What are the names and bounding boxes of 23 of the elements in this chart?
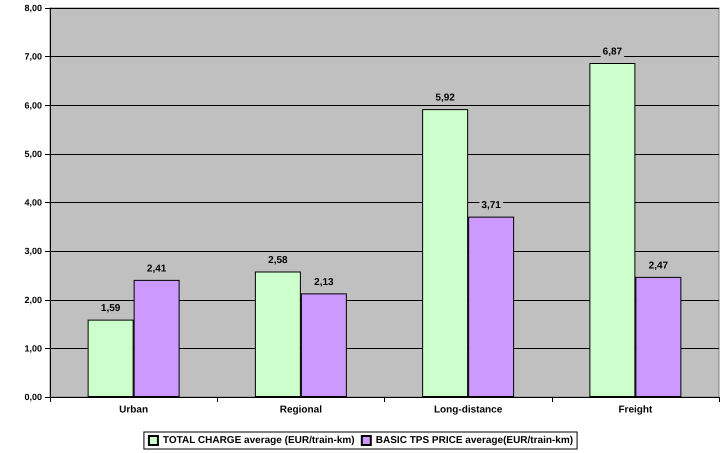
y-tick-label: 4,00 bbox=[24, 198, 42, 208]
legend-label: TOTAL CHARGE average (EUR/train-km) bbox=[162, 435, 355, 446]
x-tick-label: Freight bbox=[618, 404, 653, 416]
x-tick-label: Urban bbox=[119, 404, 148, 416]
data-label: 1,59 bbox=[100, 303, 121, 314]
data-label: 2,41 bbox=[146, 263, 167, 274]
data-label: 5,92 bbox=[435, 92, 456, 104]
y-tick-label: 6,00 bbox=[24, 100, 42, 110]
y-tick-label: 3,00 bbox=[24, 246, 42, 256]
y-tick-label: 0,00 bbox=[24, 392, 42, 402]
x-tick-label: Regional bbox=[280, 404, 322, 416]
y-tick-label: 5,00 bbox=[24, 148, 42, 159]
y-tick-label: 8,00 bbox=[24, 3, 42, 13]
legend-label: BASIC TPS PRICE average(EUR/train-km) bbox=[376, 435, 574, 446]
y-tick-label: 2,00 bbox=[24, 294, 42, 305]
data-label: 6,87 bbox=[602, 46, 623, 58]
data-label: 2,13 bbox=[314, 276, 334, 288]
x-tick-label: Long-distance bbox=[434, 404, 503, 416]
y-tick-label: 7,00 bbox=[24, 52, 42, 62]
data-label: 3,71 bbox=[481, 200, 502, 212]
data-label: 2,58 bbox=[268, 255, 288, 266]
y-tick-label: 1,00 bbox=[24, 343, 42, 354]
data-label: 2,47 bbox=[648, 260, 669, 272]
